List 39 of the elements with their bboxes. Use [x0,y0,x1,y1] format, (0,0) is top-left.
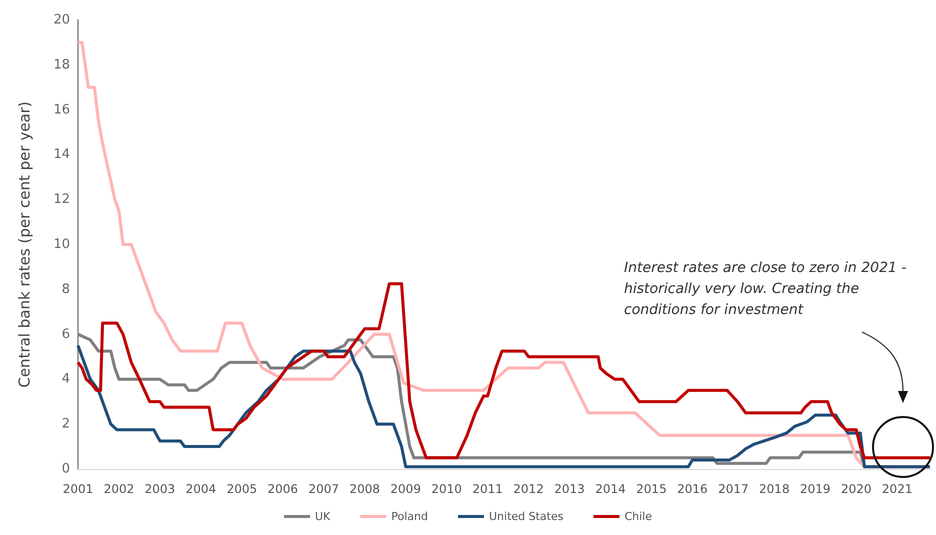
x-tick-label: 2011 [472,482,503,496]
legend-label: United States [488,510,564,523]
y-tick-label: 8 [62,282,70,297]
x-tick-label: 2008 [349,482,380,496]
y-tick-label: 10 [53,237,70,252]
legend-label: Chile [624,510,652,523]
x-tick-label: 2010 [431,482,462,496]
x-tick-label: 2020 [840,482,872,496]
x-tick-label: 2019 [800,482,831,496]
y-tick-label: 16 [53,102,70,118]
y-axis-title: Central bank rates (per cent per year) [16,101,34,388]
legend-label: Poland [391,510,428,523]
y-tick-label: 0 [62,462,70,476]
x-tick-label: 2003 [144,482,176,496]
y-tick-label: 14 [53,147,70,162]
legend-label: UK [314,510,332,523]
x-tick-label: 2018 [759,482,790,496]
y-tick-label: 20 [53,12,70,28]
y-tick-label: 18 [53,57,70,72]
x-tick-label: 2001 [62,482,94,496]
x-tick-label: 2012 [513,482,544,496]
annotation: Interest rates are close to zero in 2021 - historically very low. Creating the conditions for investment [624,259,908,320]
x-tick-label: 2013 [554,482,585,496]
x-tick-label: 2021 [882,482,912,496]
y-tick-label: 12 [53,192,70,208]
x-tick-label: 2009 [390,482,421,496]
x-tick-label: 2004 [186,482,216,496]
y-tick-label: 6 [62,326,70,342]
x-tick-label: 2015 [636,482,667,496]
x-tick-label: 2014 [595,482,626,496]
x-tick-label: 2006 [268,482,298,496]
x-tick-label: 2002 [104,482,134,496]
line-series [76,282,932,460]
x-tick-label: 2016 [677,482,708,496]
x-tick-label: 2017 [718,482,749,496]
y-tick-label: 2 [62,416,70,432]
x-tick-label: 2007 [308,482,340,496]
y-tick-label: 4 [62,372,70,387]
x-tick-label: 2005 [226,482,258,496]
